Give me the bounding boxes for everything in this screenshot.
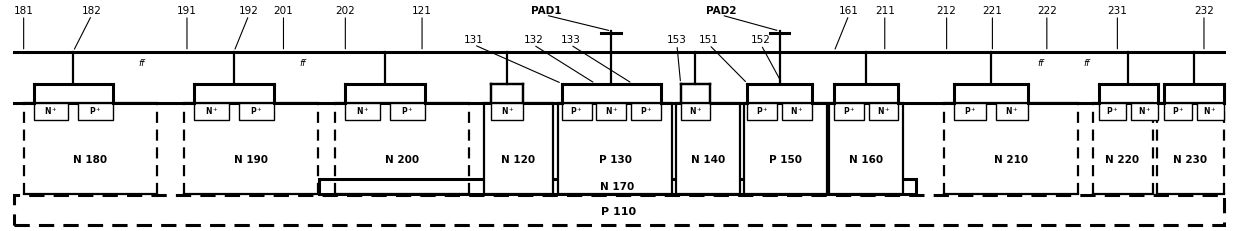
Text: N 210: N 210 [994,155,1028,164]
Bar [484,103,553,194]
Bar [1131,103,1158,120]
Bar [558,103,672,194]
Bar [782,103,812,120]
Text: N 170: N 170 [600,182,635,192]
Text: N$^+$: N$^+$ [790,106,804,117]
Text: N 180: N 180 [73,155,108,164]
Text: 191: 191 [177,6,197,15]
Text: N$^+$: N$^+$ [45,106,57,117]
Text: P$^+$: P$^+$ [1172,106,1184,117]
Text: P$^+$: P$^+$ [1106,106,1118,117]
Text: 133: 133 [560,35,580,45]
Text: P$^+$: P$^+$ [963,106,976,117]
Text: N$^+$: N$^+$ [356,106,370,117]
Text: N$^+$: N$^+$ [1203,106,1216,117]
Bar [1197,103,1224,120]
Bar [954,103,986,120]
Text: PAD2: PAD2 [707,6,737,15]
Bar [830,103,903,194]
Text: 192: 192 [239,6,259,15]
Text: 152: 152 [751,35,771,45]
Bar [14,195,1224,225]
Text: N 190: N 190 [234,155,268,164]
Bar [1164,103,1192,120]
Text: P 110: P 110 [601,207,636,217]
Text: 151: 151 [699,35,719,45]
Bar [239,103,274,120]
Text: N$^+$: N$^+$ [605,106,618,117]
Text: P$^+$: P$^+$ [842,106,856,117]
Bar [676,103,740,194]
Text: N 160: N 160 [849,155,883,164]
Text: N$^+$: N$^+$ [1138,106,1151,117]
Bar [744,103,827,194]
Text: N 200: N 200 [386,155,419,164]
Text: 211: 211 [875,6,895,15]
Text: 161: 161 [839,6,859,15]
Bar [835,103,864,120]
Text: 153: 153 [667,35,687,45]
Bar [33,103,68,120]
Text: 232: 232 [1194,6,1214,15]
Text: P$^+$: P$^+$ [756,106,769,117]
Text: P$^+$: P$^+$ [640,106,652,117]
Bar [996,103,1028,120]
Text: ff: ff [1084,58,1090,67]
Text: 222: 222 [1037,6,1056,15]
Text: N 230: N 230 [1173,155,1208,164]
Text: PAD1: PAD1 [531,6,560,15]
Bar [320,179,915,194]
Text: N$^+$: N$^+$ [501,106,515,117]
Bar [491,103,523,120]
Text: N$^+$: N$^+$ [1006,106,1019,117]
Text: N$^+$: N$^+$ [205,106,218,117]
Text: N$^+$: N$^+$ [688,106,702,117]
Bar [389,103,424,120]
Text: ff: ff [138,58,144,67]
Bar [562,103,591,120]
Text: 182: 182 [82,6,102,15]
Bar [1099,103,1126,120]
Text: P$^+$: P$^+$ [401,106,414,117]
Bar [681,103,711,120]
Bar [345,103,379,120]
Text: P 150: P 150 [769,155,802,164]
Bar [869,103,898,120]
Text: 181: 181 [14,6,33,15]
Text: ff: ff [1038,58,1044,67]
Text: N 140: N 140 [691,155,725,164]
Text: 201: 201 [274,6,294,15]
Text: N 120: N 120 [501,155,536,164]
Text: 231: 231 [1107,6,1127,15]
Text: 221: 221 [982,6,1002,15]
Text: 132: 132 [523,35,543,45]
Text: N$^+$: N$^+$ [877,106,890,117]
Text: 212: 212 [936,6,956,15]
Text: ff: ff [299,58,305,67]
Bar [195,103,229,120]
Bar [631,103,661,120]
Bar [78,103,113,120]
Text: 202: 202 [336,6,355,15]
Bar [596,103,626,120]
Text: 131: 131 [464,35,484,45]
Text: N 220: N 220 [1105,155,1140,164]
Bar [748,103,777,120]
Text: P$^+$: P$^+$ [89,106,102,117]
Text: P 130: P 130 [599,155,631,164]
Text: 121: 121 [412,6,432,15]
Text: P$^+$: P$^+$ [570,106,583,117]
Text: P$^+$: P$^+$ [250,106,263,117]
